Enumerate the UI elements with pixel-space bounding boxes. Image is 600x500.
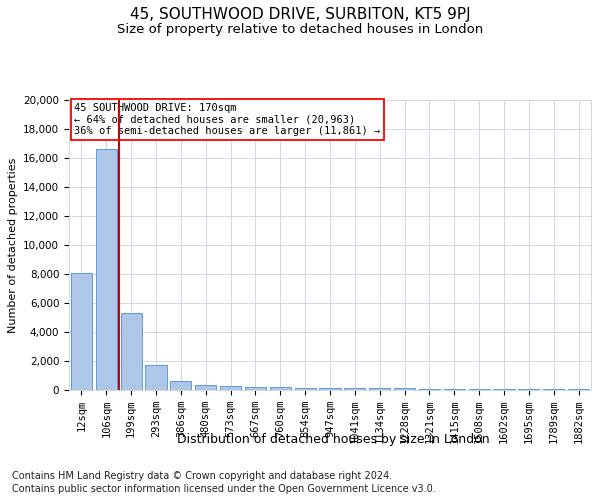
Bar <box>394 388 415 390</box>
Bar <box>195 386 216 390</box>
Bar <box>96 150 117 390</box>
Text: Contains HM Land Registry data © Crown copyright and database right 2024.: Contains HM Land Registry data © Crown c… <box>12 471 392 481</box>
Bar <box>170 380 191 390</box>
Bar <box>319 388 341 390</box>
Bar <box>568 389 589 390</box>
Bar <box>245 387 266 390</box>
Bar <box>270 388 291 390</box>
Y-axis label: Number of detached properties: Number of detached properties <box>8 158 17 332</box>
Text: Contains public sector information licensed under the Open Government Licence v3: Contains public sector information licen… <box>12 484 436 494</box>
Bar <box>71 272 92 390</box>
Bar <box>543 389 564 390</box>
Bar <box>220 386 241 390</box>
Bar <box>121 313 142 390</box>
Bar <box>145 364 167 390</box>
Bar <box>444 388 465 390</box>
Bar <box>493 389 515 390</box>
Text: Distribution of detached houses by size in London: Distribution of detached houses by size … <box>176 432 490 446</box>
Text: 45 SOUTHWOOD DRIVE: 170sqm
← 64% of detached houses are smaller (20,963)
36% of : 45 SOUTHWOOD DRIVE: 170sqm ← 64% of deta… <box>74 103 380 136</box>
Text: 45, SOUTHWOOD DRIVE, SURBITON, KT5 9PJ: 45, SOUTHWOOD DRIVE, SURBITON, KT5 9PJ <box>130 8 470 22</box>
Bar <box>419 388 440 390</box>
Bar <box>369 388 390 390</box>
Bar <box>295 388 316 390</box>
Text: Size of property relative to detached houses in London: Size of property relative to detached ho… <box>117 22 483 36</box>
Bar <box>518 389 539 390</box>
Bar <box>344 388 365 390</box>
Bar <box>469 388 490 390</box>
